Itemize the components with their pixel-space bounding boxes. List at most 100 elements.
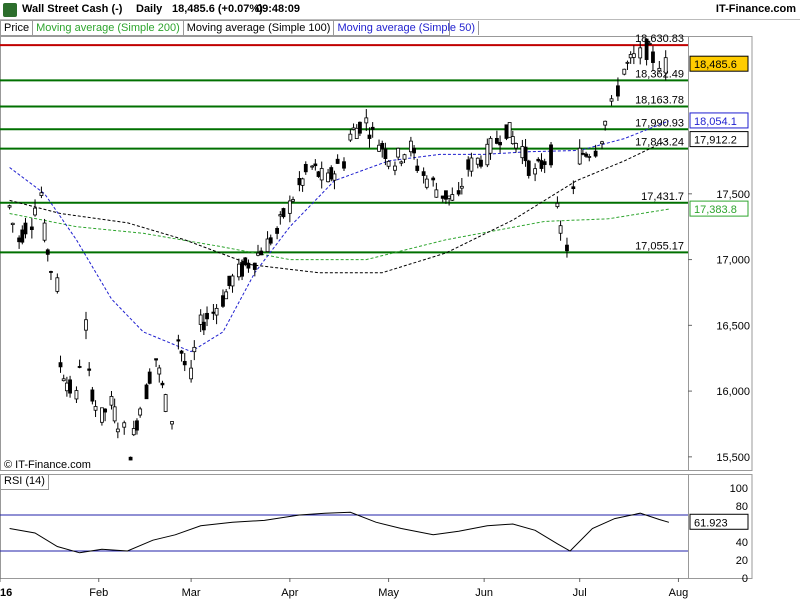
candle-body[interactable] <box>256 252 260 256</box>
candle-body[interactable] <box>176 339 181 342</box>
ma200-line[interactable] <box>9 208 669 261</box>
candle-body[interactable] <box>399 161 404 164</box>
candle-body[interactable] <box>68 379 72 394</box>
candle-body[interactable] <box>657 67 662 72</box>
ma50-line[interactable] <box>9 120 670 353</box>
candle-body[interactable] <box>555 202 560 208</box>
candle-body[interactable] <box>644 38 649 60</box>
candle-body[interactable] <box>313 163 318 167</box>
candle-body[interactable] <box>236 263 241 278</box>
candle-body[interactable] <box>415 165 420 171</box>
candle-body[interactable] <box>444 190 448 200</box>
candle-body[interactable] <box>603 120 608 126</box>
candle-body[interactable] <box>402 154 407 160</box>
candle-body[interactable] <box>571 186 576 190</box>
candle-body[interactable] <box>268 237 273 244</box>
candle-body[interactable] <box>182 360 187 366</box>
candle-body[interactable] <box>542 161 547 165</box>
legend-ma50[interactable]: Moving average (Simple 50) <box>334 21 480 35</box>
candle-body[interactable] <box>224 291 229 300</box>
rsi-pane-label[interactable]: RSI (14) <box>0 474 49 490</box>
candle-body[interactable] <box>211 311 216 314</box>
candle-body[interactable] <box>616 85 620 97</box>
candle-body[interactable] <box>49 271 53 273</box>
ma100-line[interactable] <box>9 139 670 274</box>
candle-body[interactable] <box>64 382 69 392</box>
candle-body[interactable] <box>93 406 98 411</box>
candle-body[interactable] <box>221 295 225 307</box>
candle-body[interactable] <box>29 226 34 230</box>
candle-body[interactable] <box>364 117 369 124</box>
candle-body[interactable] <box>354 127 359 139</box>
candle-body[interactable] <box>17 237 22 243</box>
candle-body[interactable] <box>316 171 321 177</box>
candle-body[interactable] <box>163 394 168 412</box>
candle-body[interactable] <box>205 312 209 320</box>
candle-body[interactable] <box>412 147 416 154</box>
candle-body[interactable] <box>252 262 257 270</box>
candle-body[interactable] <box>580 152 585 155</box>
candle-body[interactable] <box>533 168 538 175</box>
candle-body[interactable] <box>45 249 50 255</box>
candle-body[interactable] <box>246 262 251 269</box>
candle-body[interactable] <box>348 133 353 141</box>
candle-body[interactable] <box>651 51 655 63</box>
candle-body[interactable] <box>147 371 152 384</box>
candle-body[interactable] <box>265 238 270 253</box>
candle-body[interactable] <box>39 192 44 196</box>
candle-body[interactable] <box>198 314 203 325</box>
candle-body[interactable] <box>600 141 604 145</box>
candle-body[interactable] <box>144 384 149 400</box>
candle-body[interactable] <box>424 178 429 188</box>
candle-body[interactable] <box>170 421 174 425</box>
candle-body[interactable] <box>275 227 280 234</box>
candle-body[interactable] <box>259 250 264 256</box>
candle-body[interactable] <box>494 138 499 144</box>
legend-price[interactable]: Price <box>1 21 34 35</box>
candle-body[interactable] <box>74 390 79 400</box>
candle-body[interactable] <box>396 147 401 158</box>
candle-body[interactable] <box>109 396 114 406</box>
candle-body[interactable] <box>7 205 12 208</box>
candle-body[interactable] <box>383 148 388 159</box>
candle-body[interactable] <box>42 222 47 241</box>
candle-body[interactable] <box>112 406 117 422</box>
candle-body[interactable] <box>20 229 25 243</box>
candle-body[interactable] <box>514 143 518 149</box>
candle-body[interactable] <box>431 177 436 181</box>
candle-body[interactable] <box>10 222 15 226</box>
candle-body[interactable] <box>587 156 592 158</box>
candle-body[interactable] <box>90 389 95 402</box>
candle-body[interactable] <box>179 350 184 354</box>
candle-body[interactable] <box>577 147 582 165</box>
candle-body[interactable] <box>201 321 206 331</box>
candle-body[interactable] <box>609 98 614 102</box>
candle-body[interactable] <box>523 146 528 162</box>
candle-body[interactable] <box>332 173 337 181</box>
candle-body[interactable] <box>625 61 630 64</box>
candle-body[interactable] <box>510 136 515 145</box>
candle-body[interactable] <box>663 57 668 74</box>
candle-body[interactable] <box>55 277 60 292</box>
candle-body[interactable] <box>475 157 480 165</box>
legend-ma100[interactable]: Moving average (Simple 100) <box>184 21 335 35</box>
candle-body[interactable] <box>440 195 445 199</box>
candle-body[interactable] <box>536 158 541 162</box>
candle-body[interactable] <box>631 53 636 58</box>
candle-body[interactable] <box>469 157 474 172</box>
candle-body[interactable] <box>638 47 643 59</box>
candle-body[interactable] <box>456 190 461 195</box>
candle-body[interactable] <box>278 214 283 217</box>
candle-body[interactable] <box>87 368 92 371</box>
candle-body[interactable] <box>504 124 509 139</box>
candle-body[interactable] <box>303 163 308 173</box>
candle-body[interactable] <box>297 177 302 186</box>
candle-body[interactable] <box>103 408 108 413</box>
candle-body[interactable] <box>192 346 197 353</box>
candle-body[interactable] <box>647 42 652 45</box>
candle-body[interactable] <box>459 185 464 189</box>
candle-body[interactable] <box>291 199 295 202</box>
candle-body[interactable] <box>122 422 127 428</box>
candle-body[interactable] <box>488 137 493 154</box>
